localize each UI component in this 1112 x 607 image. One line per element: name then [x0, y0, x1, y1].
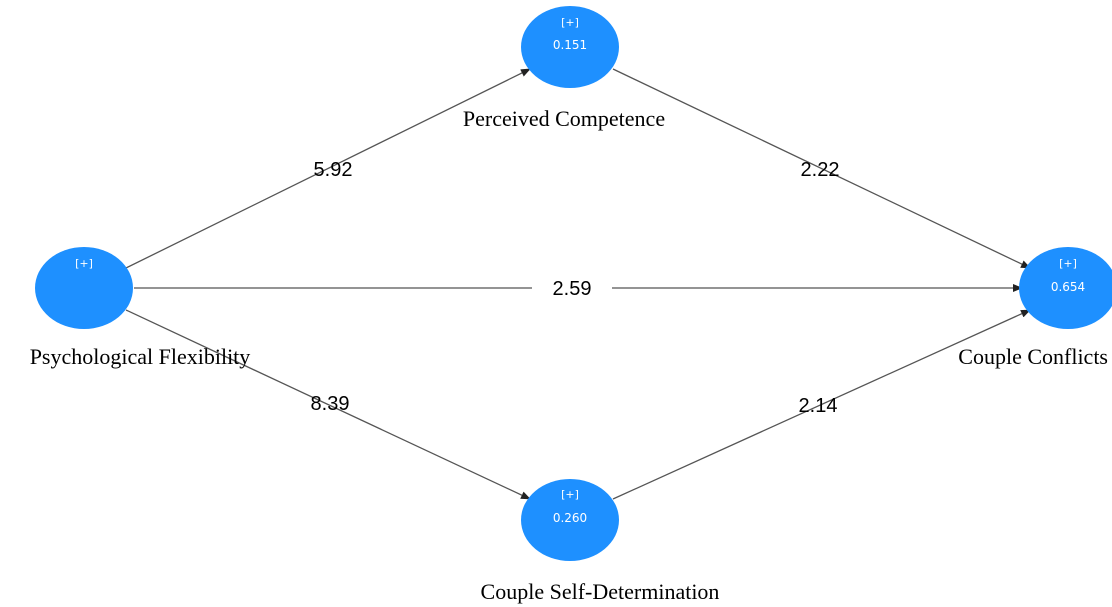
path-coefficient-pf-to-csd: 8.39 — [311, 393, 350, 415]
path-arrow-csd-to-cc — [612, 309, 1031, 500]
expand-marker[interactable]: [+] — [561, 16, 579, 29]
node-perceived-competence[interactable]: [+] 0.151 Perceived Competence — [463, 6, 665, 131]
node-circle — [35, 247, 133, 329]
path-arrow-pf-to-csd — [125, 309, 531, 500]
path-coefficient-pc-to-cc: 2.22 — [801, 159, 840, 181]
expand-marker[interactable]: [+] — [561, 488, 579, 501]
path-coefficient-pf-to-cc: 2.59 — [553, 278, 592, 300]
path-arrow-pc-to-cc — [612, 68, 1031, 269]
node-couple-conflicts[interactable]: [+] 0.654 Couple Conflicts — [958, 247, 1112, 369]
node-circle — [1019, 247, 1112, 329]
path-coefficient-csd-to-cc: 2.14 — [799, 395, 838, 417]
expand-marker[interactable]: [+] — [75, 257, 93, 270]
r-squared-value: 0.151 — [553, 38, 587, 52]
node-label: Couple Self-Determination — [481, 579, 720, 604]
node-circle — [521, 6, 619, 88]
node-couple-self-determination[interactable]: [+] 0.260 Couple Self-Determination — [481, 479, 720, 604]
node-circle — [521, 479, 619, 561]
coef-bg-pf-cc — [532, 274, 612, 302]
node-psychological-flexibility[interactable]: [+] Psychological Flexibility — [30, 247, 251, 369]
r-squared-value: 0.654 — [1051, 280, 1085, 294]
node-label: Psychological Flexibility — [30, 344, 251, 369]
path-coefficient-pf-to-pc: 5.92 — [314, 159, 353, 181]
node-label: Couple Conflicts — [958, 344, 1108, 369]
r-squared-value: 0.260 — [553, 511, 587, 525]
node-label: Perceived Competence — [463, 106, 665, 131]
expand-marker[interactable]: [+] — [1059, 257, 1077, 270]
path-arrow-pf-to-pc — [125, 68, 531, 269]
